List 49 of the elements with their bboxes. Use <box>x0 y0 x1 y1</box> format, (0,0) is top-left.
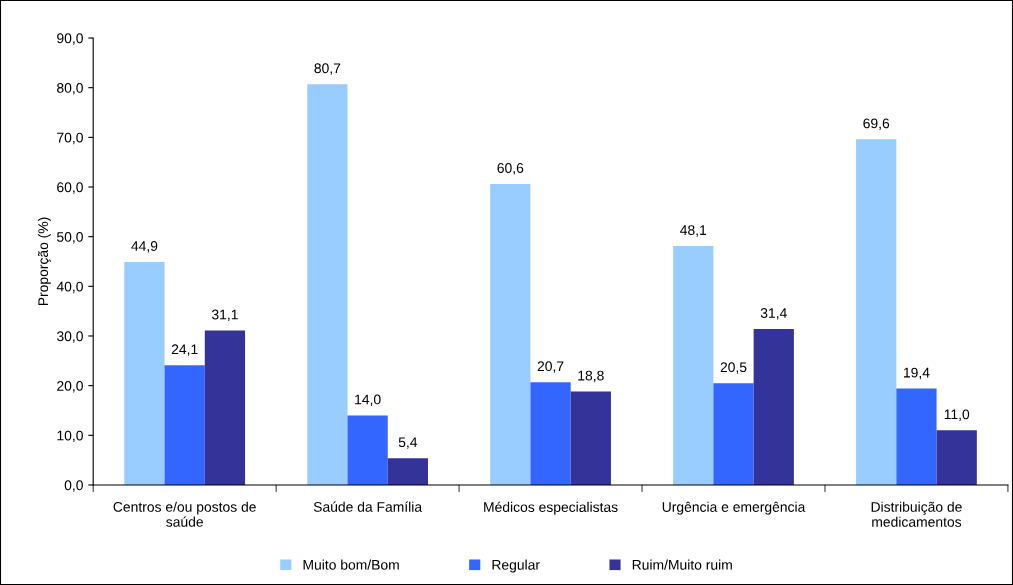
bar <box>673 246 714 485</box>
bar <box>124 261 165 485</box>
legend-label: Muito bom/Bom <box>303 559 399 570</box>
x-tick-label: Centros e/ou postos de saúde <box>113 501 256 527</box>
y-tick-label: 0,0 <box>64 480 83 492</box>
y-tick-label: 30,0 <box>56 331 83 343</box>
data-label: 60,6 <box>497 163 524 175</box>
data-label: 20,5 <box>720 362 747 374</box>
bar <box>164 365 205 485</box>
data-label: 31,1 <box>211 309 238 322</box>
y-tick-label: 80,0 <box>57 83 83 95</box>
data-label: 19,4 <box>904 367 930 380</box>
data-label: 48,1 <box>680 225 707 237</box>
bar <box>896 388 937 485</box>
bar <box>936 430 977 485</box>
data-label: 31,4 <box>760 308 787 320</box>
data-label: 11,0 <box>944 409 970 421</box>
x-tick-label: Urgência e emergência <box>662 501 806 515</box>
bar <box>753 329 794 485</box>
data-label: 80,7 <box>314 63 341 75</box>
bar <box>490 184 531 485</box>
y-tick-label: 90,0 <box>57 33 83 45</box>
y-tick-label: 50,0 <box>57 232 83 244</box>
legend-label: Regular <box>492 559 540 573</box>
bar <box>204 330 246 485</box>
data-label: 5,4 <box>398 437 418 449</box>
bar <box>307 84 348 485</box>
data-label: 18,8 <box>578 370 604 383</box>
bar <box>530 382 571 485</box>
bar <box>856 139 897 485</box>
x-tick-label: Médicos especialistas <box>484 501 618 515</box>
data-label: 44,9 <box>131 241 158 253</box>
bar <box>387 458 428 485</box>
data-label: 20,7 <box>537 361 564 373</box>
data-label: 69,6 <box>863 118 890 130</box>
x-tick-label: Distribuição de medicamentos <box>871 501 962 527</box>
data-label: 14,0 <box>355 394 381 406</box>
bar <box>347 415 388 485</box>
data-label: 24,1 <box>171 344 198 356</box>
legend-label: Ruim/Muito ruim <box>632 559 732 570</box>
x-tick-label: Saúde da Família <box>313 501 423 512</box>
bar <box>713 383 754 485</box>
y-tick-label: 10,0 <box>57 430 83 443</box>
y-axis-title: Proporção (%) <box>37 217 51 306</box>
bar <box>570 391 611 485</box>
y-tick-label: 60,0 <box>57 182 83 194</box>
y-tick-label: 20,0 <box>57 380 83 393</box>
y-tick-label: 40,0 <box>56 281 83 294</box>
y-tick-label: 70,0 <box>57 132 83 145</box>
